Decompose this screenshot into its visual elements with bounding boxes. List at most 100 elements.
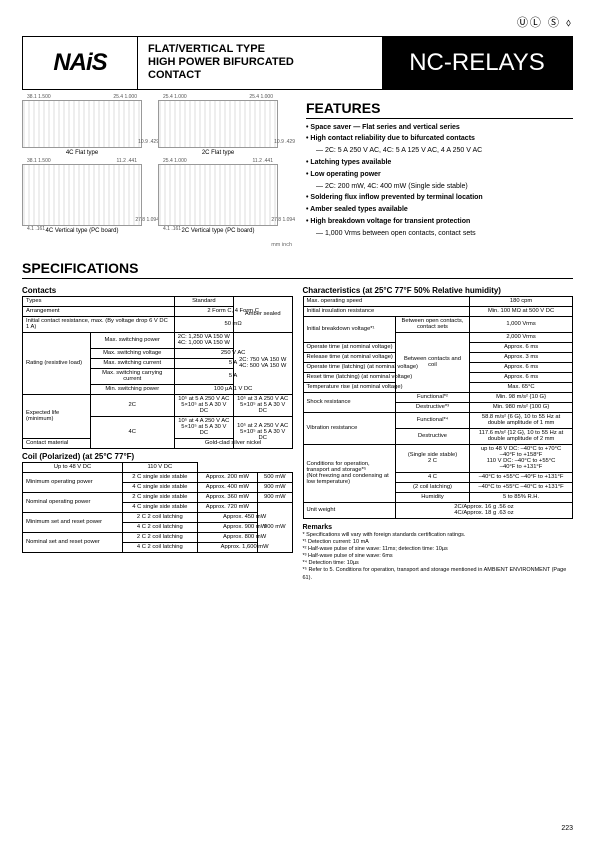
table-cell: 2 C 2 coil latching	[122, 512, 197, 522]
remark-line: *¹ Detection current: 10 mA	[303, 539, 574, 546]
table-cell: 5 A	[174, 368, 292, 384]
diagram-caption: 2C Flat type	[158, 150, 278, 156]
feature-item: • Latching types available	[306, 158, 573, 168]
table-cell: Functional*⁴	[395, 412, 469, 428]
table-row: Nominal operating power2 C single side s…	[23, 492, 293, 502]
header-bar: NAiS FLAT/VERTICAL TYPE HIGH POWER BIFUR…	[22, 36, 573, 90]
table-cell: 4 C single side stable	[122, 482, 197, 492]
table-cell: Operate time (latching) (at nominal volt…	[303, 362, 470, 372]
table-cell: 2C	[90, 394, 174, 416]
table-cell: (Single side stable)2 C	[395, 444, 469, 472]
table-row: Operate time (latching) (at nominal volt…	[303, 362, 573, 372]
table-cell: Min. 100 MΩ at 500 V DC	[470, 306, 573, 316]
table-row: Temperature rise (at nominal voltage)Max…	[303, 382, 573, 392]
feature-item: — 2C: 200 mW, 4C: 400 mW (Single side st…	[306, 182, 573, 192]
table-cell: 10⁵ at 4 A 250 V AC5×10⁵ at 5 A 30 V DC	[174, 416, 233, 438]
table-cell: Approx. 800 mW	[197, 532, 292, 542]
table-cell: Standard	[174, 296, 233, 306]
table-cell: Gold-clad silver nickel	[174, 438, 292, 448]
table-row: Conditions for operation, transport and …	[303, 444, 573, 472]
table-cell: 100 µA 1 V DC	[174, 384, 292, 394]
table-cell: Min. 98 m/s² {10 G}	[470, 392, 573, 402]
table-cell: 900 mW	[258, 482, 292, 492]
feature-item: • High breakdown voltage for transient p…	[306, 217, 573, 227]
table-cell: Rating (resistive load)	[23, 332, 91, 394]
table-cell: (2 coil latching)	[395, 482, 469, 492]
table-cell: Initial contact resistance, max. (By vol…	[23, 316, 175, 332]
table-cell: Max. switching carrying current	[90, 368, 174, 384]
table-cell: 10⁵ at 5 A 250 V AC5×10⁵ at 5 A 30 V DC	[174, 394, 233, 416]
characteristics-heading: Characteristics (at 25°C 77°F 50% Relati…	[303, 286, 574, 295]
table-cell: Min. switching power	[90, 384, 174, 394]
product-description: FLAT/VERTICAL TYPE HIGH POWER BIFURCATED…	[138, 37, 382, 89]
feature-item: • Low operating power	[306, 170, 573, 180]
page-number: 223	[561, 825, 573, 832]
table-row: Unit weight2C/Approx. 16 g .56 oz4C/Appr…	[303, 502, 573, 518]
diagram-caption: 4C Flat type	[22, 150, 142, 156]
table-cell: Max. switching current	[90, 358, 174, 368]
table-cell: 900 mW	[258, 492, 292, 502]
table-cell: 2C/Approx. 16 g .56 oz4C/Approx. 18 g .6…	[395, 502, 572, 518]
table-cell: Nominal set and reset power	[23, 532, 123, 552]
table-cell: Contact material	[23, 438, 175, 448]
table-cell: Expected life (minimum)	[23, 394, 91, 438]
coil-heading: Coil (Polarized) (at 25°C 77°F)	[22, 452, 293, 461]
diagram-row-2: 38.1 1.50011.2 .44127.8 1.0944.1 .161 4C…	[22, 164, 292, 234]
right-spec-column: Characteristics (at 25°C 77°F 50% Relati…	[303, 283, 574, 582]
table-cell: 2 C single side stable	[122, 472, 197, 482]
table-cell: Approx. 360 mW	[197, 492, 257, 502]
table-cell: Up to 48 V DC	[23, 462, 123, 472]
diagram-row-1: 38.1 1.50025.4 1.00010.9 .429 4C Flat ty…	[22, 100, 292, 156]
table-row: Rating (resistive load)Max. switching po…	[23, 332, 293, 348]
table-cell: Unit weight	[303, 502, 395, 518]
left-spec-column: Contacts TypesStandardAmber sealedArrang…	[22, 283, 293, 582]
table-cell: 5 to 85% R.H.	[470, 492, 573, 502]
table-cell: 110 V DC	[122, 462, 197, 472]
table-cell: Approx. 6 ms	[470, 372, 573, 382]
table-cell: 4 C single side stable	[122, 502, 197, 512]
table-row: Minimum operating power2 C single side s…	[23, 472, 293, 482]
product-title: NC-RELAYS	[382, 37, 572, 89]
logo: NAiS	[53, 49, 106, 77]
table-cell: Minimum operating power	[23, 472, 123, 492]
remarks-heading: Remarks	[303, 524, 333, 531]
table-cell: Approx. 200 mW	[197, 472, 257, 482]
desc-line-1: FLAT/VERTICAL TYPE	[148, 43, 372, 56]
table-row: Initial contact resistance, max. (By vol…	[23, 316, 293, 332]
specifications-heading: SPECIFICATIONS	[22, 260, 573, 279]
table-cell: 500 mW	[258, 472, 292, 482]
feature-item: • Soldering flux inflow prevented by ter…	[306, 193, 573, 203]
table-cell: Destructive	[395, 428, 469, 444]
table-row: Nominal set and reset power2 C 2 coil la…	[23, 532, 293, 542]
features-section: FEATURES • Space saver — Flat series and…	[306, 100, 573, 248]
table-cell: Arrangement	[23, 306, 175, 316]
table-cell: Between open contacts, contact sets	[395, 316, 469, 332]
table-cell: Initial insulation resistance	[303, 306, 470, 316]
table-cell: Approx. 6 ms	[470, 362, 573, 372]
table-cell: Destructive*³	[395, 402, 469, 412]
coil-table: Up to 48 V DC110 V DCMinimum operating p…	[22, 462, 293, 553]
table-row: Reset time (latching) (at nominal voltag…	[303, 372, 573, 382]
table-cell: Conditions for operation, transport and …	[303, 444, 395, 502]
table-row: Operate time (at nominal voltage)Approx.…	[303, 342, 573, 352]
table-cell: 2 C single side stable	[122, 492, 197, 502]
remark-line: *⁵ Refer to 5. Conditions for operation,…	[303, 567, 574, 581]
table-cell: Approx. 720 mW	[197, 502, 257, 512]
table-cell: Approx. 3 ms	[470, 352, 573, 362]
table-cell: 2 C 2 coil latching	[122, 532, 197, 542]
table-cell: Vibration resistance	[303, 412, 395, 444]
feature-item: • Space saver — Flat series and vertical…	[306, 123, 573, 133]
unit-note: mm inch	[22, 242, 292, 248]
table-cell: Operate time (at nominal voltage)	[303, 342, 470, 352]
diagram: 25.4 1.00025.4 1.00010.9 .429 2C Flat ty…	[158, 100, 278, 156]
features-list: • Space saver — Flat series and vertical…	[306, 123, 573, 239]
table-cell: Temperature rise (at nominal voltage)	[303, 382, 470, 392]
table-row: Shock resistanceFunctional*²Min. 98 m/s²…	[303, 392, 573, 402]
table-cell: Types	[23, 296, 175, 306]
table-cell: Approx. 1,600 mW	[197, 542, 292, 552]
table-cell: 4 C 2 coil latching	[122, 542, 197, 552]
table-cell: –40°C to +55°C –40°F to +131°F	[470, 472, 573, 482]
table-cell: 180 cpm	[470, 296, 573, 306]
table-cell: Min. 980 m/s² {100 G}	[470, 402, 573, 412]
table-row: Vibration resistanceFunctional*⁴58.8 m/s…	[303, 412, 573, 428]
